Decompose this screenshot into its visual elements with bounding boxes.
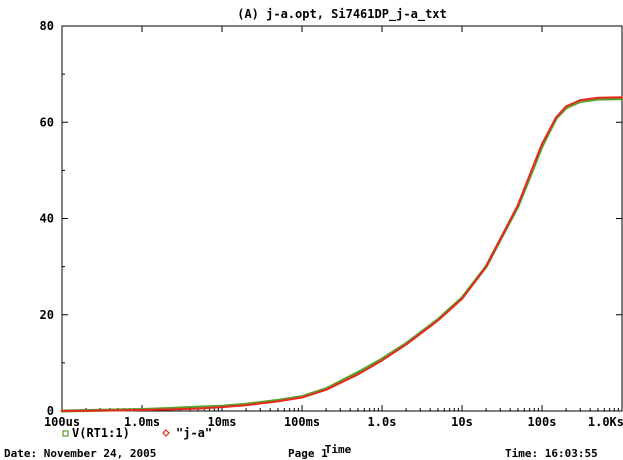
x-tick-label: 100s [528,415,557,429]
footer-page: Page 1 [288,448,328,460]
plot-frame [61,25,623,412]
y-tick-label: 20 [40,308,54,322]
x-tick-label: 10ms [208,415,237,429]
x-tick-label: 1.0Ks [588,415,623,429]
x-axis: 100us 1.0ms 10ms 100ms 1.0s 10s 100s 1.0Ks [44,26,623,429]
legend-label-j-a: "j-a" [176,426,212,440]
legend: V(RT1:1) "j-a" [62,426,212,440]
footer-date: Date: November 24, 2005 [4,448,157,460]
chart-title: (A) j-a.opt, Si7461DP_j-a_txt [237,7,447,22]
footer: Date: November 24, 2005 Page 1 Time: 16:… [0,448,623,460]
x-tick-label: 100us [44,415,80,429]
y-tick-label: 40 [40,212,54,226]
legend-marker-diamond [162,429,170,437]
footer-time: Time: 16:03:55 [505,448,598,460]
x-tick-label: 1.0s [368,415,397,429]
legend-marker-square [62,430,69,437]
series-layer [60,96,623,413]
x-tick-label: 100ms [284,415,320,429]
series-line-j-a [61,96,623,412]
x-axis-label: Time [325,443,352,456]
x-tick-label: 1.0ms [124,415,160,429]
y-tick-label: 0 [47,404,54,418]
x-tick-label: 10s [451,415,473,429]
legend-label-v-rt1: V(RT1:1) [72,426,130,440]
y-tick-label: 60 [40,115,54,129]
y-tick-label: 80 [40,19,54,33]
y-axis: 0 20 40 60 80 [40,19,622,418]
